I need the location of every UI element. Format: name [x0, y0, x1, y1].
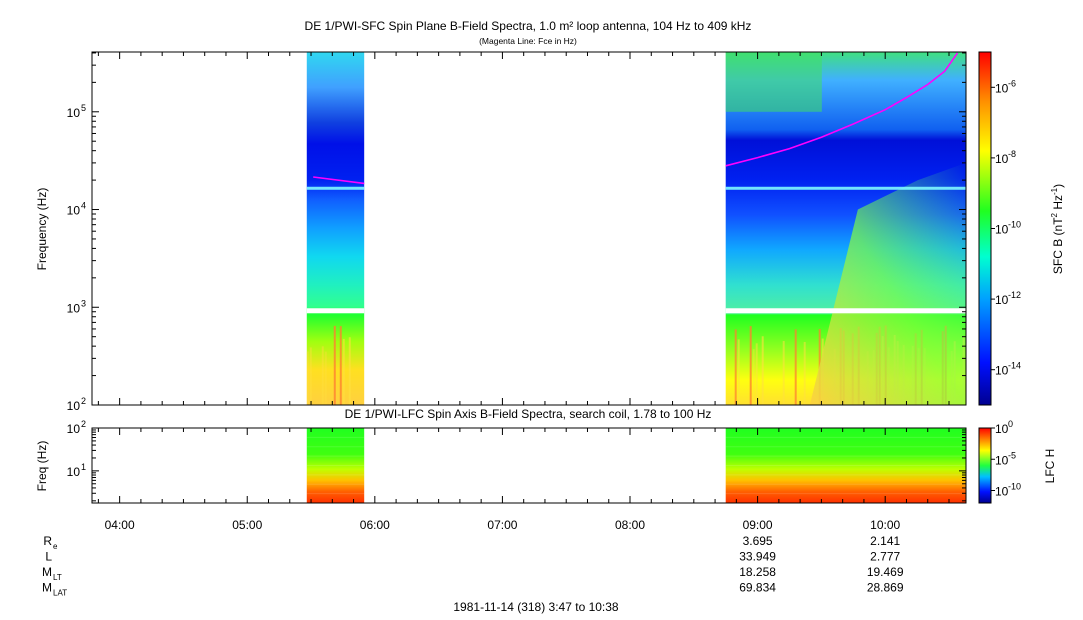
ephemeris-label: M: [42, 565, 52, 579]
ephemeris-label-subscript: LAT: [53, 589, 67, 598]
sfc-noise-column: [749, 326, 752, 405]
sfc-colorbar-label: SFC B (nT2 Hz-1): [1050, 184, 1065, 274]
lfc-y-axis-label: Freq (Hz): [35, 441, 49, 492]
lfc-colorbar-tick-exponent: -5: [1008, 450, 1016, 460]
lfc-y-tick-exponent: 1: [81, 462, 86, 472]
sfc-y-tick-label: 10: [67, 399, 81, 413]
sfc-upper-emission: [725, 52, 822, 112]
sfc-noise-column: [324, 351, 327, 405]
lfc-colorbar-tick-label: 10: [995, 485, 1009, 499]
sfc-interference-line: [725, 186, 966, 190]
lfc-colorbar-label: LFC H: [1043, 449, 1057, 484]
ephemeris-value: 2.141: [870, 534, 900, 548]
ephemeris-value: 18.258: [739, 565, 776, 579]
sfc-colorbar-tick-exponent: -12: [1008, 290, 1021, 300]
time-tick-label: 10:00: [870, 518, 900, 532]
sfc-y-axis-label: Frequency (Hz): [35, 188, 49, 271]
time-tick-label: 08:00: [615, 518, 645, 532]
lfc-panel-title: DE 1/PWI-LFC Spin Axis B-Field Spectra, …: [345, 407, 712, 421]
sfc-noise-column: [306, 351, 309, 405]
sfc-noise-column: [339, 326, 342, 405]
sfc-colorbar-tick-exponent: -14: [1008, 361, 1021, 371]
sfc-y-tick-label: 10: [67, 204, 81, 218]
ephemeris-label-subscript: LT: [53, 573, 62, 582]
ephemeris-value: 28.869: [867, 581, 904, 595]
fce-line: [313, 176, 365, 185]
ephemeris-value: 33.949: [739, 550, 776, 564]
ephemeris-label-subscript: e: [53, 542, 58, 551]
sfc-colorbar-tick-label: 10: [995, 364, 1009, 378]
sfc-interference-line: [306, 186, 365, 190]
sfc-y-tick-label: 10: [67, 301, 81, 315]
ephemeris-label: L: [45, 550, 52, 564]
sfc-noise-column: [348, 337, 351, 405]
fce-line: [725, 52, 959, 167]
sfc-noise-column: [782, 340, 785, 405]
sfc-colorbar-tick-label: 10: [995, 293, 1009, 307]
ephemeris-value: 69.834: [739, 581, 776, 595]
sfc-colorbar-tick-label: 10: [995, 223, 1009, 237]
ephemeris-value: 2.777: [870, 550, 900, 564]
time-tick-label: 06:00: [360, 518, 390, 532]
lfc-y-tick-exponent: 2: [81, 419, 86, 429]
sfc-noise-column: [761, 336, 764, 405]
sfc-y-tick-label: 10: [67, 106, 81, 120]
lfc-colorbar-tick-label: 10: [995, 453, 1009, 467]
time-tick-label: 05:00: [232, 518, 262, 532]
sfc-plot-frame: [91, 51, 967, 406]
ephemeris-label: M: [42, 581, 52, 595]
sfc-noise-column: [309, 347, 312, 405]
sfc-noise-column: [803, 341, 806, 405]
sfc-noise-column: [737, 339, 740, 405]
sfc-colorbar-tick-exponent: -10: [1008, 220, 1021, 230]
time-tick-label: 07:00: [487, 518, 517, 532]
ephemeris-value: 3.695: [743, 534, 773, 548]
ephemeris-value: 19.469: [867, 565, 904, 579]
sfc-noise-column: [794, 329, 797, 405]
time-axis: 04:00 05:00 06:00 07:00 08:00 09:00 10:00: [97, 52, 950, 532]
sfc-colorbar-tick-exponent: -6: [1008, 78, 1016, 88]
lfc-colorbar-tick-label: 10: [995, 422, 1009, 436]
lfc-colorbar: [978, 427, 992, 504]
sfc-storm-region: [809, 162, 966, 405]
sfc-noise-column: [755, 343, 758, 405]
sfc-panel-subtitle: (Magenta Line: Fce in Hz): [479, 36, 577, 46]
time-range-footer: 1981-11-14 (318) 3:47 to 10:38: [453, 600, 619, 614]
sfc-colorbar-tick-label: 10: [995, 81, 1009, 95]
time-tick-label: 09:00: [743, 518, 773, 532]
sfc-noise-column: [734, 329, 737, 405]
sfc-noise-column: [752, 349, 755, 405]
lfc-colorbar-tick-exponent: -10: [1008, 482, 1021, 492]
lfc-colorbar-tick-exponent: 0: [1008, 419, 1013, 429]
sfc-panel-title: DE 1/PWI-SFC Spin Plane B-Field Spectra,…: [305, 19, 752, 33]
sfc-noise-column: [342, 338, 345, 405]
lfc-y-tick-label: 10: [67, 465, 81, 479]
sfc-colorbar: [978, 51, 992, 406]
sfc-colorbar-tick-label: 10: [995, 152, 1009, 166]
sfc-y-tick-exponent: 3: [81, 298, 86, 308]
lfc-plot-frame: [91, 427, 967, 504]
sfc-noise-column: [321, 346, 324, 405]
sfc-colorbar-tick-exponent: -8: [1008, 149, 1016, 159]
lfc-data-block: [306, 428, 365, 503]
sfc-band-gap: [725, 308, 966, 314]
sfc-noise-column: [333, 325, 336, 405]
time-tick-label: 04:00: [105, 518, 135, 532]
sfc-y-tick-exponent: 5: [81, 103, 86, 113]
lfc-y-tick-label: 10: [67, 422, 81, 436]
lfc-data-block: [725, 428, 966, 503]
ephemeris-label: R: [43, 534, 52, 548]
sfc-y-tick-exponent: 4: [81, 201, 86, 211]
sfc-y-tick-exponent: 2: [81, 396, 86, 406]
sfc-band-gap: [306, 308, 365, 314]
